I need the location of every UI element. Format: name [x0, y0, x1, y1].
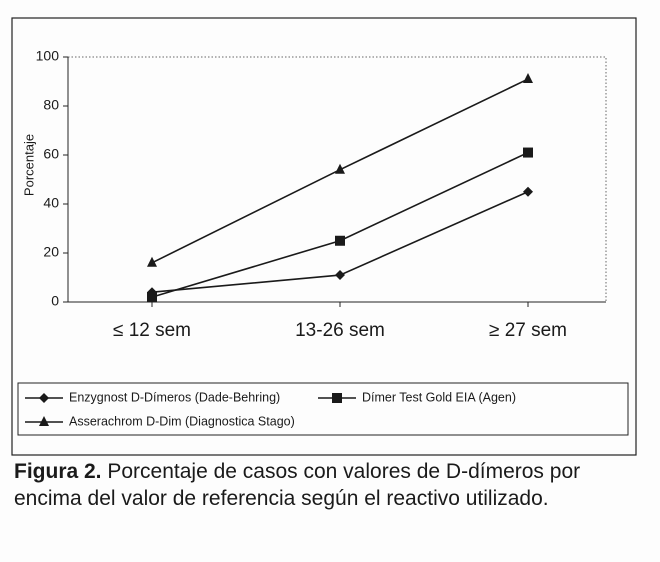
chart: Porcentaje 0 20 40 60 80 100 ≤ 12 sem 13-26 sem… — [11, 17, 637, 456]
y-tick-label: 20 — [43, 244, 59, 260]
marker — [147, 292, 157, 303]
y-tick-label: 40 — [43, 195, 59, 211]
y-tick-label: 80 — [43, 97, 59, 113]
legend-label: Enzygnost D-Dímeros (Dade-Behring) — [69, 390, 280, 404]
marker — [335, 235, 345, 246]
y-axis-label: Porcentaje — [21, 134, 36, 196]
marker — [523, 73, 533, 84]
marker — [335, 163, 345, 174]
legend — [17, 382, 629, 436]
marker — [147, 256, 157, 267]
x-tick-label: ≥ 27 sem — [489, 320, 567, 341]
x-tick-label: 13-26 sem — [295, 320, 385, 341]
frame — [11, 17, 637, 456]
caption-text: Porcentaje de casos con valores de D-dím… — [14, 460, 581, 510]
marker — [39, 416, 49, 426]
marker — [523, 147, 533, 158]
marker — [523, 186, 533, 197]
legend-label: Dímer Test Gold EIA (Agen) — [362, 390, 516, 404]
marker — [335, 270, 345, 281]
legend-label: Asserachrom D-Dim (Diagnostica Stago) — [69, 414, 295, 428]
y-tick-label: 60 — [43, 146, 59, 162]
marker — [332, 393, 342, 403]
y-tick-label: 100 — [36, 48, 60, 64]
caption: Figura 2. Porcentaje de casos con valore… — [14, 458, 624, 512]
marker — [39, 393, 49, 403]
x-tick-label: ≤ 12 sem — [113, 320, 191, 341]
caption-label: Figura 2. — [14, 460, 102, 483]
y-tick-label: 0 — [51, 293, 59, 309]
